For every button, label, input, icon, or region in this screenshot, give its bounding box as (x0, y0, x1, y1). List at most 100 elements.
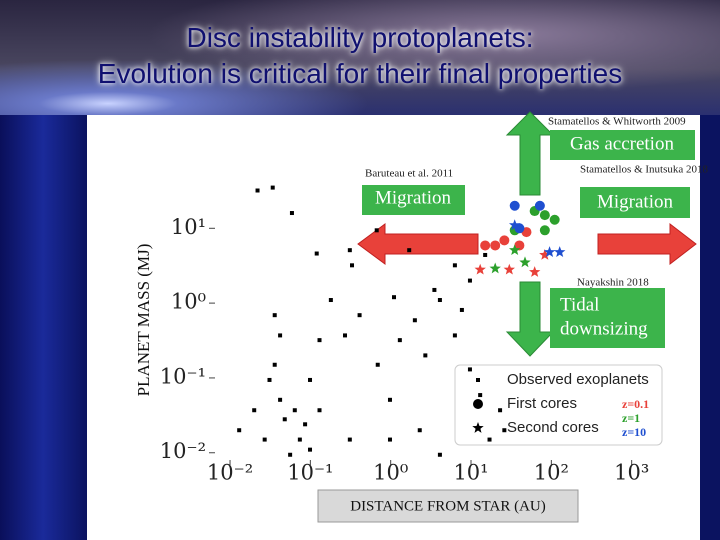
z-legend-label: z=1 (622, 411, 640, 425)
data-point (282, 417, 287, 422)
data-point (539, 210, 550, 221)
data-point (509, 200, 520, 211)
data-point (407, 248, 412, 253)
annotation-box (550, 130, 695, 160)
annotation: Gas accretion (570, 133, 674, 154)
z-legend-label: z=10 (622, 425, 646, 439)
data-point (490, 240, 501, 251)
data-point (308, 377, 313, 382)
data-point (554, 246, 566, 257)
data-point (549, 214, 560, 225)
data-point (498, 408, 503, 413)
data-point (270, 185, 275, 190)
y-tick-label: 10⁻¹ (160, 364, 206, 388)
data-point (387, 397, 392, 402)
data-point (317, 408, 322, 413)
data-point (262, 437, 267, 442)
annotation: downsizing (560, 318, 648, 339)
migration-left-arrow (357, 223, 479, 265)
data-point (350, 263, 355, 268)
data-point (480, 240, 491, 251)
data-point (412, 318, 417, 323)
data-point (292, 408, 297, 413)
data-point (514, 240, 525, 251)
data-point (317, 338, 322, 343)
gas-accretion-arrow (505, 111, 555, 196)
xlabel-box (317, 489, 579, 523)
annotation: Migration (375, 187, 451, 208)
data-point (509, 219, 521, 231)
legend-marker (476, 378, 480, 382)
y-axis-label: PLANET MASS (MJ) (134, 244, 153, 397)
plot-layer: 10⁻² 10⁻¹ 10⁰ 10¹ 10² 10³ 10⁻² 10⁻¹ 10⁰ 10¹ (160, 185, 649, 485)
data-point (474, 263, 486, 275)
x-tick-label: 10⁻² (207, 461, 253, 485)
data-point (272, 362, 277, 367)
data-point (374, 228, 379, 233)
data-point (437, 298, 442, 303)
data-point (267, 377, 272, 382)
x-tick-label: 10² (534, 461, 569, 485)
x-tick-label: 10¹ (453, 461, 488, 485)
data-point (314, 251, 319, 256)
y-tick-label: 10⁻² (160, 439, 206, 463)
data-point (502, 428, 507, 433)
data-point (297, 437, 302, 442)
data-point (397, 338, 402, 343)
slide-title-line: Evolution is critical for their final pr… (97, 58, 623, 89)
data-point (347, 437, 352, 442)
title-background (0, 0, 720, 115)
x-axis-label: DISTANCE FROM STAR (AU) (350, 498, 546, 514)
data-point (489, 262, 501, 274)
annotation: Baruteau et al. 2011 (365, 168, 453, 180)
data-point (237, 428, 242, 433)
data-point (543, 246, 556, 257)
legend-label: Observed exoplanets (507, 371, 649, 388)
data-point (478, 393, 483, 398)
annotation-box (362, 185, 465, 215)
data-point (467, 367, 472, 372)
annotation: Tidal (560, 294, 599, 315)
data-point (539, 225, 550, 236)
legend-box (454, 364, 663, 446)
data-point (459, 307, 464, 312)
data-point (392, 295, 397, 300)
data-point (278, 397, 283, 402)
data-point (272, 313, 277, 318)
data-point (347, 248, 352, 253)
data-point (539, 249, 551, 260)
x-tick-label: 10⁻¹ (287, 461, 333, 485)
data-point (452, 333, 457, 338)
annotation: Migration (597, 191, 673, 212)
data-point (519, 256, 531, 268)
data-point (437, 452, 442, 457)
data-point (357, 313, 362, 318)
tidal-downsizing-arrow (505, 281, 555, 357)
data-point (343, 333, 348, 338)
migration-right-arrow (597, 222, 697, 266)
legend-label: Second cores (507, 419, 599, 436)
data-point (303, 422, 308, 427)
y-tick-label: 10¹ (171, 215, 206, 239)
data-point (487, 437, 492, 442)
data-point (328, 298, 333, 303)
legend-marker (472, 422, 484, 433)
data-point (432, 287, 437, 292)
slide-title-line: Disc instability protoplanets: (186, 22, 534, 53)
data-point (529, 266, 541, 277)
data-point (499, 235, 510, 246)
data-point (289, 211, 294, 216)
data-point (255, 188, 260, 193)
data-point (509, 244, 521, 255)
annotation-box (580, 187, 690, 218)
data-point (417, 428, 422, 433)
data-point (503, 263, 515, 275)
data-point (288, 452, 293, 457)
data-point (278, 333, 283, 338)
data-point (252, 408, 257, 413)
data-point (467, 278, 472, 283)
data-point (423, 353, 428, 358)
data-point (375, 362, 380, 367)
